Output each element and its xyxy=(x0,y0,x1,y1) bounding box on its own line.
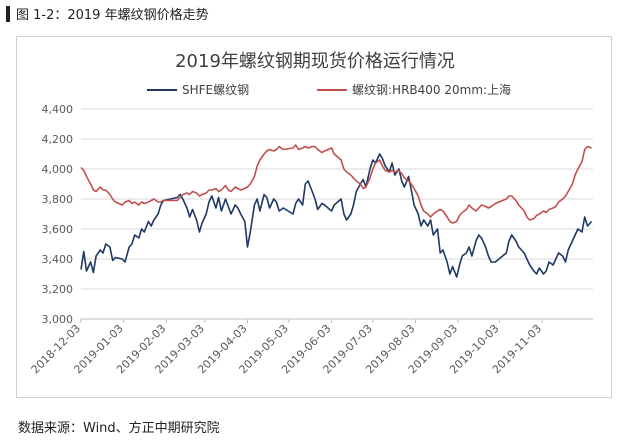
y-tick-label: 4,000 xyxy=(42,163,74,176)
x-axis: 2018-12-032019-01-032019-02-032019-03-03… xyxy=(29,319,544,376)
y-tick-label: 4,400 xyxy=(42,103,74,116)
y-tick-label: 4,200 xyxy=(42,133,74,146)
y-tick-label: 3,600 xyxy=(42,223,74,236)
y-tick-label: 3,800 xyxy=(42,193,74,206)
caption-marker xyxy=(6,5,10,22)
legend-label: SHFE螺纹钢 xyxy=(182,83,249,97)
price-trend-chart: 2019年螺纹钢期现货价格运行情况 SHFE螺纹钢 螺纹钢:HRB400 20mm… xyxy=(29,51,593,376)
y-tick-label: 3,000 xyxy=(42,313,74,326)
chart-title: 2019年螺纹钢期现货价格运行情况 xyxy=(175,51,455,72)
figure-caption-text: 图 1-2：2019 年螺纹钢价格走势 xyxy=(16,8,209,23)
series-lines xyxy=(80,144,593,278)
legend-label: 螺纹钢:HRB400 20mm:上海 xyxy=(352,82,511,97)
series-line-spot-shanghai xyxy=(80,144,592,224)
chart-legend: SHFE螺纹钢 螺纹钢:HRB400 20mm:上海 xyxy=(147,82,511,97)
y-axis: 3,000 3,200 3,400 3,600 3,800 4,000 4,200 4,400 xyxy=(42,103,74,326)
series-line-shfe xyxy=(80,153,593,278)
source-note: 数据来源：Wind、方正中期研究院 xyxy=(18,421,220,436)
y-tick-label: 3,200 xyxy=(42,283,74,296)
chart-frame: 2019年螺纹钢期现货价格运行情况 SHFE螺纹钢 螺纹钢:HRB400 20mm… xyxy=(16,36,612,398)
figure-caption: 图 1-2：2019 年螺纹钢价格走势 xyxy=(6,4,209,23)
y-tick-label: 3,400 xyxy=(42,253,74,266)
